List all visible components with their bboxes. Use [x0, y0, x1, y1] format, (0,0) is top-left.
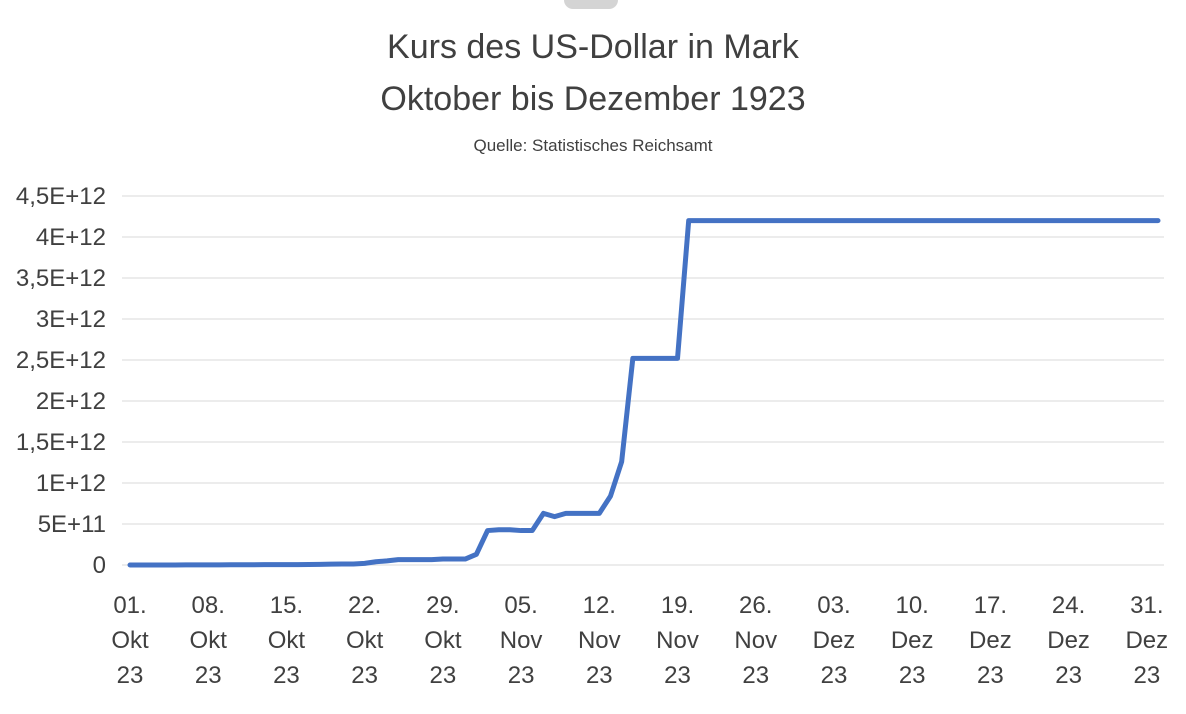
x-axis-tick-label: 29.	[426, 592, 459, 619]
y-axis-tick-label: 1E+12	[36, 470, 106, 497]
x-axis-tick-label: Nov	[656, 627, 699, 654]
x-axis-tick-label: Dez	[813, 627, 856, 654]
x-axis-tick-label: Dez	[1125, 627, 1168, 654]
chart-subtitle: Quelle: Statistisches Reichsamt	[473, 136, 713, 155]
x-axis-tick-label: 05.	[504, 592, 537, 619]
x-axis-tick-label: 23	[195, 662, 222, 689]
x-axis-tick-label: 15.	[270, 592, 303, 619]
x-axis-tick-label: 01.	[113, 592, 146, 619]
x-axis-tick-label: Okt	[424, 627, 462, 654]
x-axis-tick-label: 23	[351, 662, 378, 689]
x-axis-tick-label: Okt	[268, 627, 306, 654]
x-axis-tick-label: 12.	[583, 592, 616, 619]
y-axis-tick-label: 4E+12	[36, 224, 106, 251]
x-axis-tick-label: 23	[821, 662, 848, 689]
x-axis-tick-label: 08.	[192, 592, 225, 619]
y-axis-tick-label: 5E+11	[38, 511, 106, 538]
x-axis-tick-label: 23	[430, 662, 457, 689]
chart-title: Kurs des US-Dollar in Mark Oktober bis D…	[0, 21, 1186, 125]
y-axis-tick-label: 2,5E+12	[16, 347, 106, 374]
x-axis-tick-label: 22.	[348, 592, 381, 619]
x-axis-tick-label: Nov	[734, 627, 777, 654]
x-axis-tick-label: 23	[273, 662, 300, 689]
y-axis-tick-label: 1,5E+12	[16, 429, 106, 456]
y-axis-tick-label: 3E+12	[36, 306, 106, 333]
chart-title-line2: Oktober bis Dezember 1923	[380, 80, 806, 118]
x-axis-tick-label: Okt	[111, 627, 149, 654]
x-axis-tick-label: 23	[899, 662, 926, 689]
chart-title-line1: Kurs des US-Dollar in Mark	[387, 28, 799, 66]
x-axis-tick-label: 10.	[895, 592, 928, 619]
top-edge-decoration	[564, 0, 618, 9]
x-axis-tick-label: Dez	[969, 627, 1012, 654]
x-axis-tick-label: 03.	[817, 592, 850, 619]
dollar-kurs-series-line	[127, 218, 1161, 568]
x-axis-tick-label: 23	[742, 662, 769, 689]
x-axis-tick-label: Dez	[1047, 627, 1090, 654]
y-axis-tick-label: 0	[93, 552, 106, 579]
x-axis-tick-label: 23	[508, 662, 535, 689]
x-axis-tick-label: 23	[1133, 662, 1160, 689]
x-axis-tick-label: Okt	[190, 627, 228, 654]
y-axis-tick-label: 2E+12	[36, 388, 106, 415]
x-axis-tick-label: 19.	[661, 592, 694, 619]
x-axis-tick-label: Okt	[346, 627, 384, 654]
x-axis-tick-label: 23	[1055, 662, 1082, 689]
x-axis-tick-label: 31.	[1130, 592, 1163, 619]
x-axis-tick-label: Dez	[891, 627, 934, 654]
x-axis-tick-label: 23	[586, 662, 613, 689]
x-axis-tick-label: 23	[664, 662, 691, 689]
x-axis-tick-label: 24.	[1052, 592, 1085, 619]
x-axis-tick-label: Nov	[500, 627, 543, 654]
x-axis-tick-label: 23	[977, 662, 1004, 689]
y-axis-tick-label: 4,5E+12	[16, 183, 106, 210]
x-axis-tick-label: 23	[117, 662, 144, 689]
y-axis-tick-label: 3,5E+12	[16, 265, 106, 292]
x-axis-tick-label: 17.	[974, 592, 1007, 619]
x-axis-tick-label: Nov	[578, 627, 621, 654]
x-axis-tick-label: 26.	[739, 592, 772, 619]
